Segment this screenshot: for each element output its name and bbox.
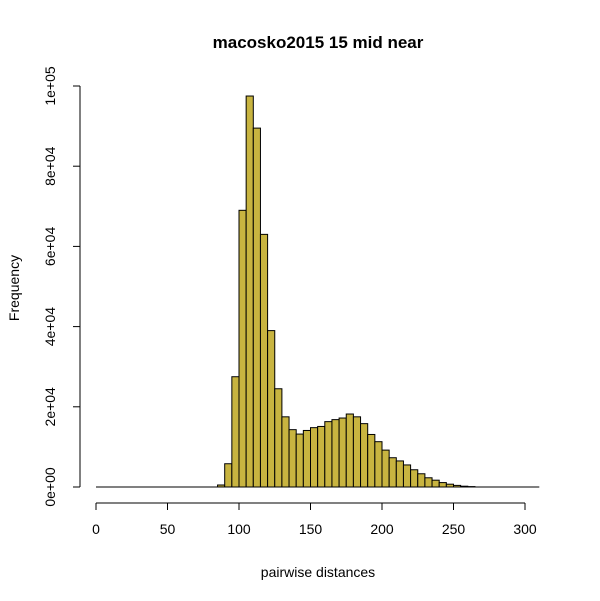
histogram-bar-13 xyxy=(310,427,319,488)
x-tick-label-6: 300 xyxy=(513,521,537,537)
histogram-bar-1 xyxy=(224,463,233,488)
histogram-bar-14 xyxy=(317,425,326,488)
histogram-bar-9 xyxy=(281,416,290,488)
histogram-bar-16 xyxy=(331,419,340,488)
histogram-bar-15 xyxy=(324,421,333,488)
y-tick-label-3: 6e+04 xyxy=(42,227,58,267)
histogram-bar-4 xyxy=(245,95,254,488)
x-tick-label-5: 250 xyxy=(442,521,466,537)
histogram-bar-28 xyxy=(417,473,426,488)
histogram-bar-30 xyxy=(431,479,440,488)
bars xyxy=(217,95,476,488)
histogram-bar-27 xyxy=(410,469,419,488)
x-tick-label-2: 100 xyxy=(227,521,251,537)
histogram-bar-23 xyxy=(381,449,390,488)
x-axis: 0 50 100 150 200 250 300 xyxy=(92,502,537,537)
x-tick-label-4: 200 xyxy=(370,521,394,537)
histogram-bar-31 xyxy=(438,482,447,488)
histogram-bar-7 xyxy=(267,330,276,488)
histogram-bar-24 xyxy=(388,457,397,488)
y-tick-label-4: 8e+04 xyxy=(42,146,58,186)
histogram-bar-19 xyxy=(352,416,362,488)
y-tick-label-0: 0e+00 xyxy=(42,467,58,507)
histogram-bar-0 xyxy=(217,484,226,488)
histogram-bar-8 xyxy=(274,388,283,488)
histogram-bar-29 xyxy=(424,477,433,488)
histogram-bar-32 xyxy=(445,483,455,488)
histogram-bar-21 xyxy=(367,433,376,488)
y-axis-label: Frequency xyxy=(6,255,22,321)
y-tick-label-5: 1e+05 xyxy=(42,66,58,106)
histogram-bar-10 xyxy=(288,429,297,488)
histogram-bar-5 xyxy=(252,127,261,488)
x-tick-label-3: 150 xyxy=(299,521,323,537)
histogram-bar-26 xyxy=(402,464,412,488)
histogram-bar-2 xyxy=(231,376,240,488)
x-tick-label-0: 0 xyxy=(92,521,100,537)
histogram-bar-3 xyxy=(238,209,247,488)
histogram-bar-33 xyxy=(453,484,462,488)
histogram-bar-6 xyxy=(259,233,269,488)
histogram-bar-12 xyxy=(302,429,312,488)
histogram-bar-11 xyxy=(295,433,304,488)
x-axis-label: pairwise distances xyxy=(261,564,375,580)
y-axis: 0e+00 2e+04 4e+04 6e+04 8e+04 1e+05 xyxy=(42,66,81,507)
histogram-bar-17 xyxy=(338,417,347,488)
x-tick-label-1: 50 xyxy=(160,521,176,537)
histogram-bar-34 xyxy=(460,485,469,488)
chart-title: macosko2015 15 mid near xyxy=(213,33,424,52)
histogram-bar-20 xyxy=(360,423,369,488)
y-tick-label-2: 4e+04 xyxy=(42,307,58,347)
y-tick-label-1: 2e+04 xyxy=(42,387,58,427)
histogram-bar-25 xyxy=(395,460,404,488)
histogram-bar-18 xyxy=(345,413,354,488)
histogram-bar-22 xyxy=(374,441,383,488)
